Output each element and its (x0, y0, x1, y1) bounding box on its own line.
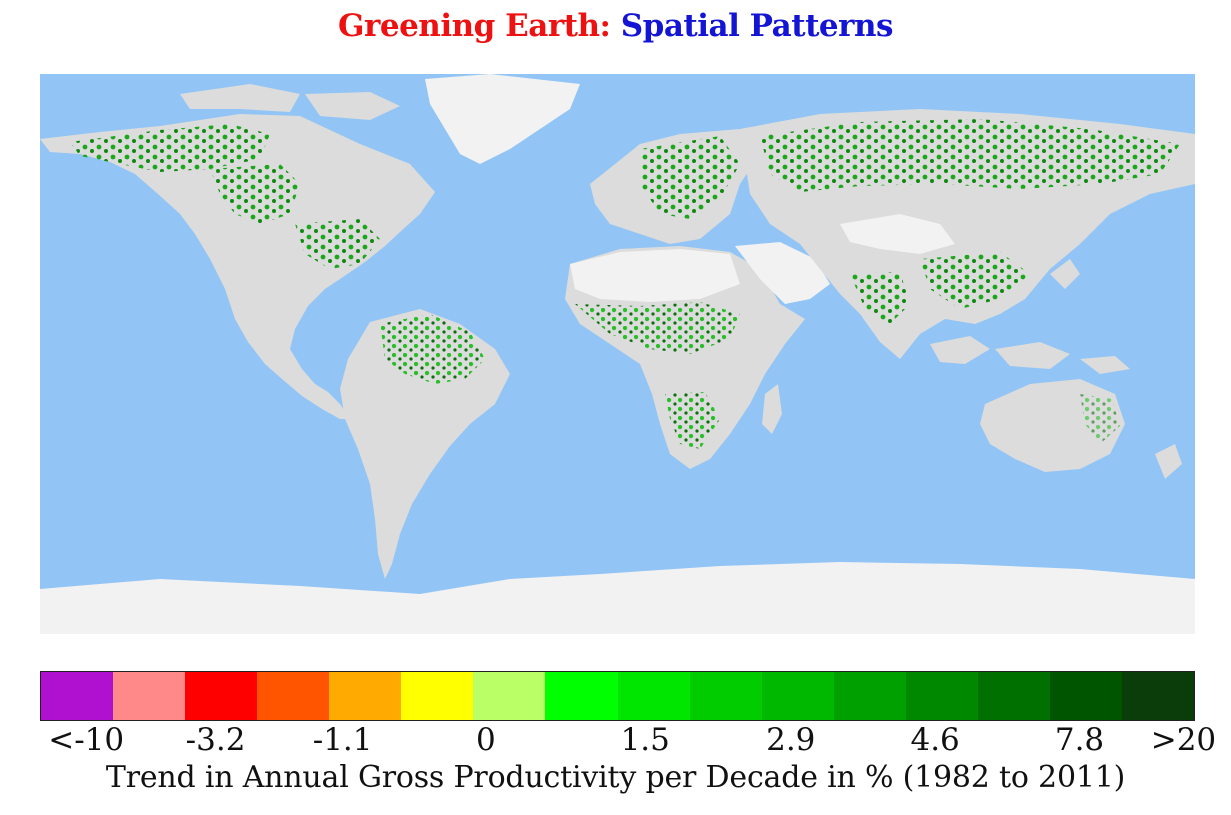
antarctica (40, 562, 1195, 634)
map-title: Greening Earth: Spatial Patterns (0, 8, 1231, 44)
world-map (40, 74, 1195, 634)
tick-label: 7.8 (1054, 722, 1105, 758)
color-swatch (1049, 672, 1122, 720)
asia-greening (760, 119, 1180, 324)
africa-greening (575, 302, 740, 449)
sahara (570, 249, 740, 302)
color-scale-bar (40, 671, 1195, 721)
north-america-greening (70, 124, 380, 269)
tick-label: -1.1 (312, 722, 373, 758)
southeast-asia-islands (930, 336, 1130, 374)
legend-caption: Trend in Annual Gross Productivity per D… (105, 760, 1126, 795)
south-america-greening (380, 314, 485, 384)
color-swatch (401, 672, 474, 720)
color-scale-tick-labels: <-10 -3.2 -1.1 0 1.5 2.9 4.6 7.8 >20 (0, 722, 1231, 762)
color-swatch (473, 672, 546, 720)
tick-label: 2.9 (766, 722, 816, 758)
europe-greening (640, 136, 740, 219)
north-america (40, 84, 435, 419)
color-swatch (617, 672, 690, 720)
arabian-peninsula (735, 242, 830, 304)
tick-label: 0 (475, 722, 496, 758)
color-swatch (1121, 672, 1194, 720)
africa (565, 246, 805, 469)
color-swatch (833, 672, 906, 720)
tick-label: <-10 (48, 722, 125, 758)
color-swatch (905, 672, 978, 720)
tick-label: -3.2 (185, 722, 246, 758)
color-swatch (761, 672, 834, 720)
color-swatch (185, 672, 258, 720)
color-swatch (257, 672, 330, 720)
title-part-spatial-patterns: Spatial Patterns (620, 8, 894, 44)
color-swatch (977, 672, 1050, 720)
color-swatch (41, 672, 114, 720)
color-swatch (689, 672, 762, 720)
tibetan-plateau (840, 214, 955, 254)
australia-greening (1080, 394, 1120, 444)
tick-label: 4.6 (910, 722, 960, 758)
color-swatch (545, 672, 618, 720)
color-swatch (113, 672, 186, 720)
tick-label: >20 (1150, 722, 1217, 758)
greenland (425, 74, 580, 164)
color-swatch (329, 672, 402, 720)
title-part-greening-earth: Greening Earth: (338, 8, 611, 44)
tick-label: 1.5 (620, 722, 670, 758)
